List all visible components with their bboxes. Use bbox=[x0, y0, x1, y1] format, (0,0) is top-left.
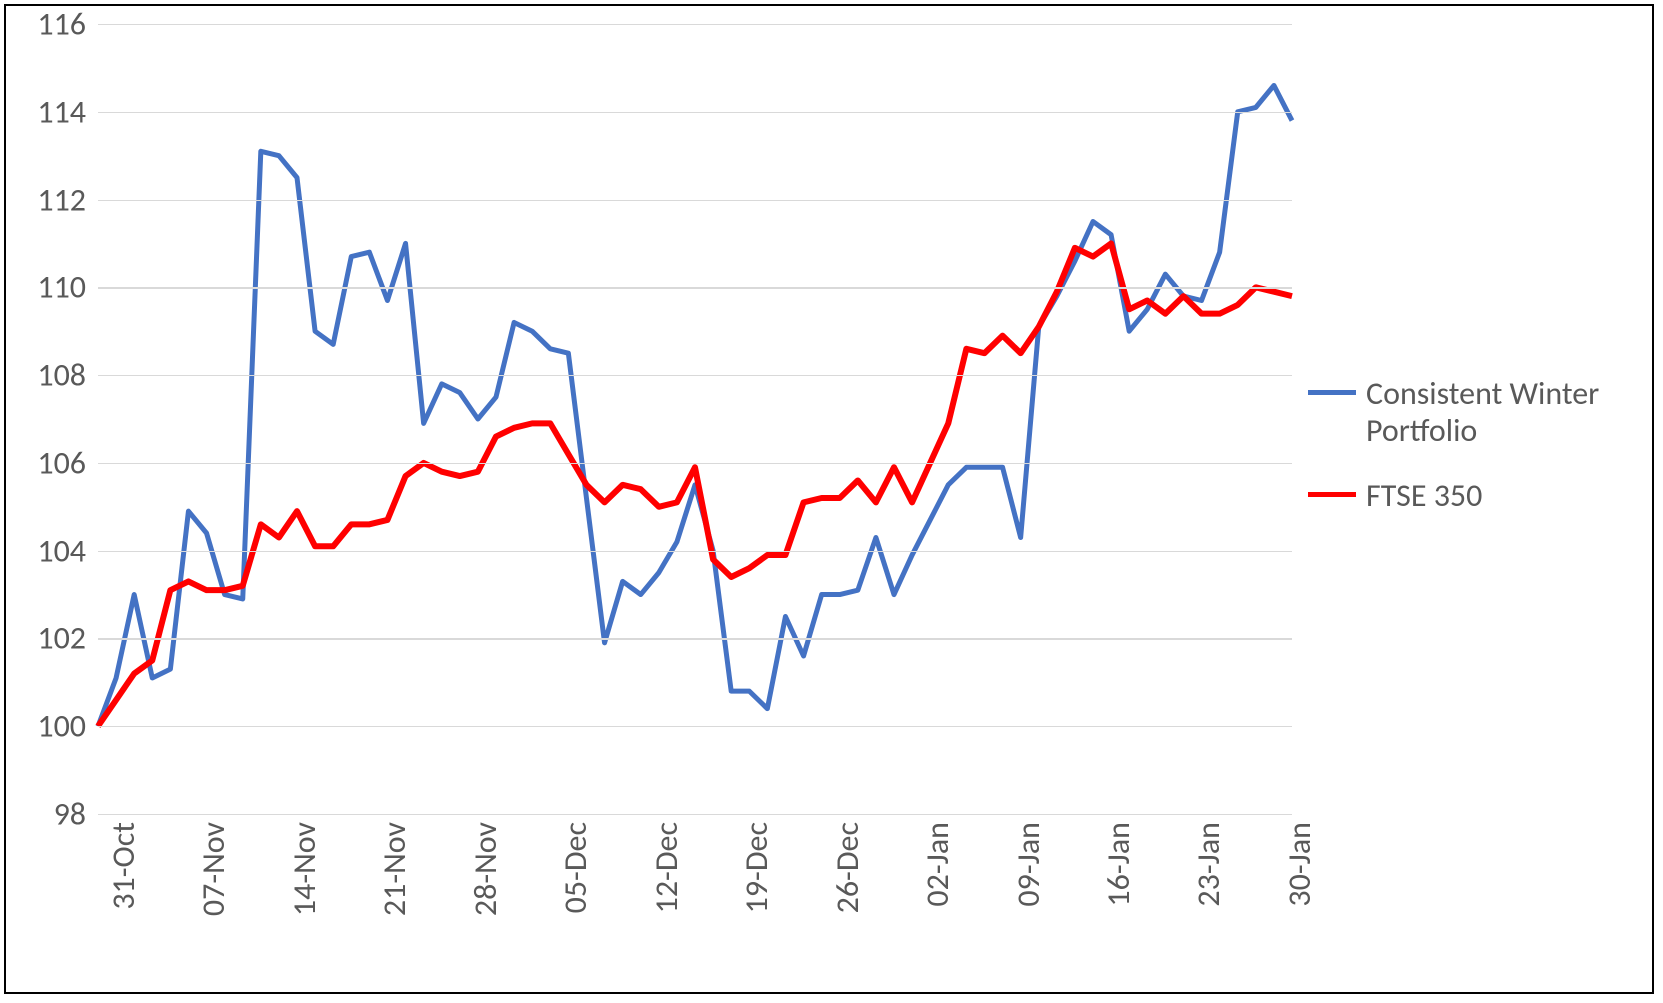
y-tick-label: 116 bbox=[37, 5, 98, 44]
gridline bbox=[98, 551, 1292, 552]
legend-item: Consistent Winter Portfolio bbox=[1308, 376, 1626, 450]
gridline bbox=[98, 638, 1292, 639]
gridline bbox=[98, 726, 1292, 727]
plot-area: 9810010210410610811011211411631-Oct07-No… bbox=[98, 24, 1292, 814]
gridline bbox=[98, 375, 1292, 376]
x-tick-label: 21-Nov bbox=[369, 814, 408, 908]
y-tick-label: 114 bbox=[37, 92, 98, 131]
series-line bbox=[98, 85, 1292, 726]
legend-label: FTSE 350 bbox=[1366, 478, 1482, 515]
x-tick-label: 09-Jan bbox=[1003, 814, 1042, 899]
legend-swatch bbox=[1308, 492, 1356, 497]
legend-swatch bbox=[1308, 390, 1356, 395]
x-tick-label: 14-Nov bbox=[279, 814, 318, 908]
y-tick-label: 100 bbox=[37, 707, 98, 746]
x-tick-label: 02-Jan bbox=[912, 814, 951, 899]
gridline bbox=[98, 200, 1292, 201]
y-tick-label: 110 bbox=[37, 268, 98, 307]
x-tick-label: 28-Nov bbox=[460, 814, 499, 908]
y-tick-label: 102 bbox=[37, 619, 98, 658]
gridline bbox=[98, 112, 1292, 113]
y-tick-label: 108 bbox=[37, 356, 98, 395]
line-series-svg bbox=[98, 24, 1292, 814]
chart-frame: 98 100 102 104 106 108 110 112 114 116 31-Oct 07-No… bbox=[4, 4, 1654, 994]
gridline bbox=[98, 24, 1292, 25]
legend-item: FTSE 350 bbox=[1308, 478, 1626, 515]
gridline bbox=[98, 463, 1292, 464]
x-tick-label: 07-Nov bbox=[188, 814, 227, 908]
x-tick-label: 16-Jan bbox=[1093, 814, 1132, 899]
legend: Consistent Winter Portfolio FTSE 350 bbox=[1308, 376, 1626, 542]
x-tick-label: 12-Dec bbox=[641, 814, 680, 905]
x-tick-label: 19-Dec bbox=[731, 814, 770, 905]
y-tick-label: 112 bbox=[37, 180, 98, 219]
y-tick-label: 106 bbox=[37, 443, 98, 482]
x-tick-label: 30-Jan bbox=[1274, 814, 1313, 899]
gridline bbox=[98, 287, 1292, 288]
x-tick-label: 31-Oct bbox=[98, 814, 137, 902]
x-tick-label: 26-Dec bbox=[822, 814, 861, 905]
y-tick-label: 104 bbox=[37, 531, 98, 570]
y-tick-label: 98 bbox=[54, 795, 98, 834]
x-tick-label: 05-Dec bbox=[550, 814, 589, 905]
legend-label: Consistent Winter Portfolio bbox=[1366, 376, 1626, 450]
x-tick-label: 23-Jan bbox=[1183, 814, 1222, 899]
